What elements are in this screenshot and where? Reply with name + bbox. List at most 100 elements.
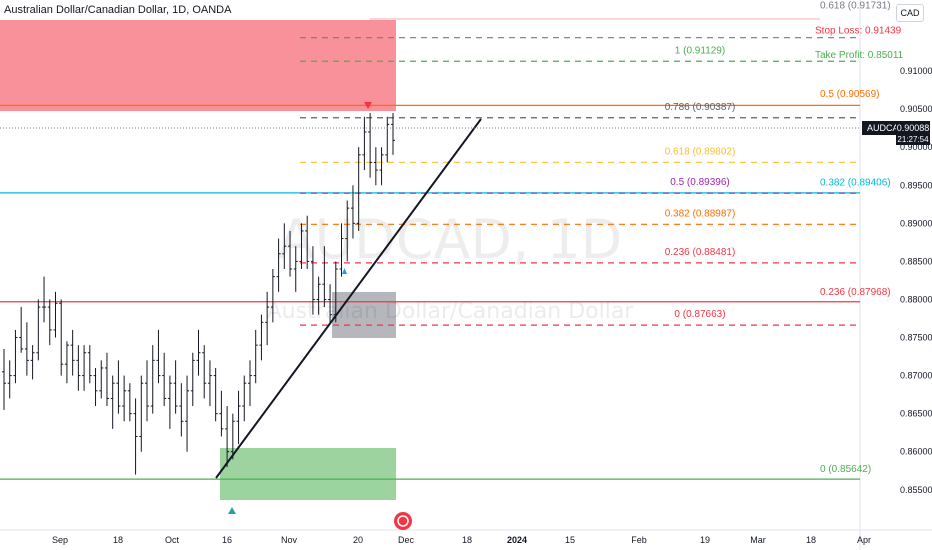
candle[interactable] <box>282 223 287 270</box>
candle[interactable] <box>7 360 12 399</box>
candle[interactable] <box>362 116 367 171</box>
candle[interactable] <box>64 341 69 384</box>
candle[interactable] <box>328 284 333 323</box>
candle[interactable] <box>385 116 390 163</box>
candle[interactable] <box>219 390 224 437</box>
candle[interactable] <box>162 352 167 407</box>
candle[interactable] <box>345 200 350 262</box>
candle[interactable] <box>270 269 275 323</box>
candle[interactable] <box>305 215 310 270</box>
candle[interactable] <box>36 299 41 361</box>
candle[interactable] <box>259 314 264 361</box>
candle[interactable] <box>13 329 18 384</box>
candle[interactable] <box>288 230 293 277</box>
time-tick: 18 <box>806 535 816 545</box>
candle[interactable] <box>316 276 321 315</box>
candle[interactable] <box>122 375 127 422</box>
candle[interactable] <box>293 246 298 292</box>
candle[interactable] <box>87 345 92 384</box>
take-profit-label: Take Profit: 0.85011 <box>815 50 904 61</box>
candle[interactable] <box>24 322 29 376</box>
candle[interactable] <box>104 352 109 407</box>
candle[interactable] <box>2 348 6 410</box>
candle[interactable] <box>145 360 150 422</box>
candle[interactable] <box>236 390 241 445</box>
candle[interactable] <box>42 276 47 323</box>
currency-button[interactable]: CAD <box>896 4 924 22</box>
candle[interactable] <box>230 413 235 460</box>
candle[interactable] <box>190 352 195 407</box>
candle[interactable] <box>213 367 218 422</box>
candle[interactable] <box>207 360 212 407</box>
candle[interactable] <box>116 360 121 414</box>
fib-label: 0.786 (0.90387) <box>665 102 736 113</box>
time-axis[interactable]: Sep 18 Oct 16 Nov 20 Dec 18 2024 15 Feb 19 Mar 18 Apr <box>52 535 871 545</box>
candle[interactable] <box>156 329 161 384</box>
fib-label: 0.236 (0.88481) <box>665 247 736 258</box>
candle[interactable] <box>196 329 201 376</box>
candle[interactable] <box>391 112 395 155</box>
fib-right-label: 0.5 (0.90569) <box>820 89 880 100</box>
candle[interactable] <box>30 345 35 380</box>
candle[interactable] <box>59 299 64 376</box>
fib-right-label: 0.382 (0.89406) <box>820 177 891 188</box>
candle[interactable] <box>53 291 58 338</box>
candle[interactable] <box>19 307 24 353</box>
fib-label: 0.5 (0.89396) <box>670 177 730 188</box>
time-tick: 16 <box>222 535 232 545</box>
candle[interactable] <box>99 360 104 399</box>
candle[interactable] <box>150 345 155 414</box>
stop-loss-label: Stop Loss: 0.91439 <box>815 26 902 37</box>
time-tick: 20 <box>353 535 363 545</box>
price-tick: 0.89500 <box>900 180 932 190</box>
price-tick: 0.87500 <box>900 333 932 343</box>
candle[interactable] <box>322 246 327 308</box>
candle[interactable] <box>310 246 315 315</box>
candle[interactable] <box>247 360 252 407</box>
time-tick: 19 <box>700 535 710 545</box>
candle[interactable] <box>356 147 361 231</box>
candle[interactable] <box>47 299 52 346</box>
candle[interactable] <box>185 375 190 452</box>
candle[interactable] <box>127 383 132 422</box>
candle[interactable] <box>167 375 172 429</box>
watermark-name: Australian Dollar/Canadian Dollar <box>267 299 635 324</box>
last-price-value: 0.90088 <box>897 123 930 133</box>
price-axis[interactable]: 0.91000 0.90500 0.90000 0.89500 0.89000 0.885… <box>900 66 932 495</box>
candle[interactable] <box>265 291 270 346</box>
candle[interactable] <box>379 147 384 186</box>
candle[interactable] <box>350 185 355 239</box>
candle[interactable] <box>242 375 247 422</box>
candle[interactable] <box>179 383 184 437</box>
candle[interactable] <box>253 329 258 384</box>
price-tick: 0.86500 <box>900 409 932 419</box>
candles[interactable] <box>2 112 395 475</box>
candle[interactable] <box>299 223 304 270</box>
candle[interactable] <box>70 329 75 376</box>
candle[interactable] <box>93 367 98 407</box>
fib-label: 0 (0.87663) <box>674 309 725 320</box>
candle[interactable] <box>139 375 144 452</box>
take-profit-zone <box>220 448 396 500</box>
candle[interactable] <box>368 112 373 178</box>
candle[interactable] <box>202 345 207 399</box>
events-icon[interactable] <box>394 512 412 530</box>
fib-right-label: 0.236 (0.87968) <box>820 287 891 298</box>
candle[interactable] <box>173 360 178 414</box>
fib-levels[interactable] <box>300 37 860 326</box>
time-tick: Oct <box>165 535 180 545</box>
candle[interactable] <box>133 398 138 475</box>
candle[interactable] <box>110 375 115 429</box>
candle[interactable] <box>76 345 81 391</box>
candle[interactable] <box>225 406 230 467</box>
candle[interactable] <box>339 223 344 277</box>
trade-zones <box>0 18 820 500</box>
horizontal-levels[interactable] <box>0 104 860 480</box>
candle[interactable] <box>276 238 281 292</box>
trendline[interactable] <box>215 118 482 479</box>
bar-countdown: 21:27:54 <box>897 135 929 144</box>
candle[interactable] <box>373 147 378 186</box>
candle[interactable] <box>82 345 87 391</box>
chart-title: Australian Dollar/Canadian Dollar, 1D, O… <box>4 4 232 16</box>
